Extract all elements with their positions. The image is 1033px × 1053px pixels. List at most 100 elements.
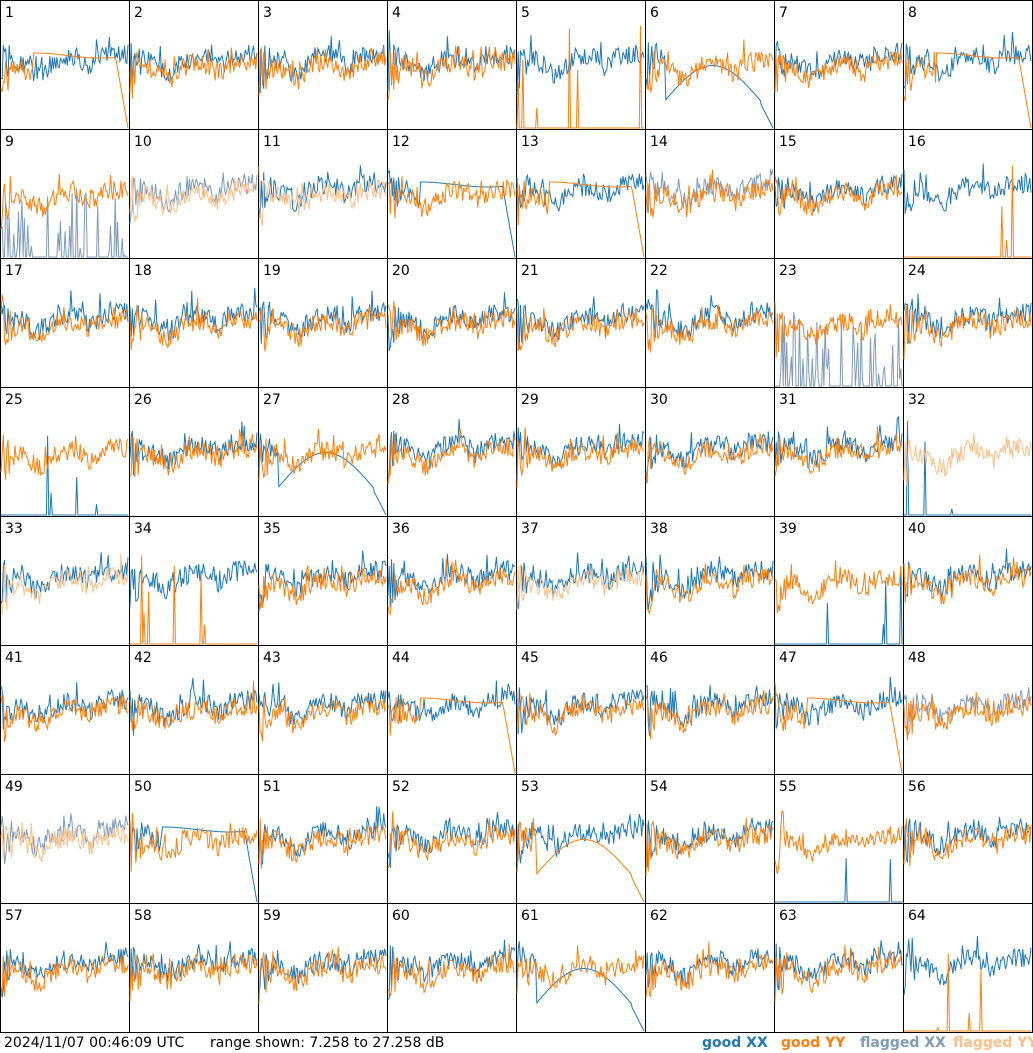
panel-label: 17 [5,263,23,279]
series-line-good-yy [0,52,129,129]
series-line-good-yy [516,25,644,129]
series-line-good-yy [387,943,516,997]
panel-49: 49 [0,774,130,904]
series-line-good-yy [129,47,258,99]
panel-label: 10 [134,134,152,150]
legend-flagged-yy: flagged YY [953,1035,1033,1051]
panel-21: 21 [516,258,646,388]
panel-label: 46 [650,650,668,666]
panel-54: 54 [645,774,775,904]
panel-58: 58 [129,903,259,1033]
series-line-good-yy [387,558,516,616]
panel-28: 28 [387,387,517,517]
panel-label: 33 [5,521,23,537]
panel-label: 55 [779,779,797,795]
series-line-good-yy [387,176,516,219]
series-line-good-xx [0,682,129,730]
series-line-good-yy [774,174,903,217]
series-line-good-yy [774,945,903,1002]
panel-40: 40 [903,516,1033,646]
series-line-good-xx [775,566,903,645]
panel-label: 26 [134,392,152,408]
panel-label: 40 [908,521,926,537]
panel-label: 56 [908,779,926,795]
panel-label: 11 [263,134,281,150]
series-line-good-yy [645,563,774,616]
series-line-good-yy [903,691,1032,741]
panel-63: 63 [774,903,904,1033]
series-line-good-yy [645,817,774,877]
series-line-good-yy [130,555,257,645]
panel-label: 22 [650,263,668,279]
series-line-good-yy [645,39,774,93]
panel-label: 7 [779,5,788,21]
panel-label: 51 [263,779,281,795]
panel-10: 10 [129,129,259,259]
legend-good-yy: good YY [781,1035,846,1051]
panel-11: 11 [258,129,388,259]
panel-8: 8 [903,0,1033,130]
panel-label: 45 [521,650,539,666]
panel-53: 53 [516,774,646,904]
series-line-good-yy [516,945,645,994]
panel-59: 59 [258,903,388,1033]
panel-20: 20 [387,258,517,388]
series-line-good-yy [516,427,645,489]
series-line-good-xx [645,554,774,610]
panel-label: 63 [779,908,797,924]
panel-29: 29 [516,387,646,517]
series-line-good-yy [129,297,258,350]
series-line-good-xx [774,41,903,83]
series-line-good-xx [516,35,645,95]
panel-label: 54 [650,779,668,795]
series-line-good-yy [387,428,516,485]
series-line-good-xx [645,289,774,338]
panel-7: 7 [774,0,904,130]
panel-25: 25 [0,387,130,517]
panel-51: 51 [258,774,388,904]
panel-33: 33 [0,516,130,646]
panel-frame [387,0,517,130]
panel-label: 14 [650,134,668,150]
panel-label: 25 [5,392,23,408]
panel-19: 19 [258,258,388,388]
panel-30: 30 [645,387,775,517]
panel-48: 48 [903,645,1033,775]
panel-55: 55 [774,774,904,904]
panel-5: 5 [516,0,646,130]
series-line-good-yy [516,307,645,352]
series-line-good-yy [129,429,258,477]
panel-label: 53 [521,779,539,795]
panel-35: 35 [258,516,388,646]
panel-label: 13 [521,134,539,150]
panel-label: 61 [521,908,539,924]
panel-label: 50 [134,779,152,795]
series-line-good-xx [904,421,1031,516]
series-line-flagged-yy [129,176,258,222]
series-line-good-yy [258,946,387,1004]
series-line-good-xx [387,292,516,352]
series-line-good-yy [0,434,129,480]
panel-label: 9 [5,134,14,150]
panel-label: 30 [650,392,668,408]
panel-label: 52 [392,779,410,795]
panel-41: 41 [0,645,130,775]
timestamp-label: 2024/11/07 00:46:09 UTC [4,1035,185,1051]
panel-23: 23 [774,258,904,388]
panel-label: 15 [779,134,797,150]
panel-15: 15 [774,129,904,259]
series-line-flagged-yy [0,821,129,863]
panel-frame [516,0,646,130]
series-line-good-yy [516,180,645,258]
panel-47: 47 [774,645,904,775]
panel-3: 3 [258,0,388,130]
series-line-good-yy [0,173,129,230]
panel-label: 19 [263,263,281,279]
panel-22: 22 [645,258,775,388]
panel-14: 14 [645,129,775,259]
series-line-good-yy [645,169,774,218]
panel-label: 58 [134,908,152,924]
panel-label: 2 [134,5,143,21]
series-line-good-yy [387,697,516,774]
series-line-good-yy [645,304,774,353]
